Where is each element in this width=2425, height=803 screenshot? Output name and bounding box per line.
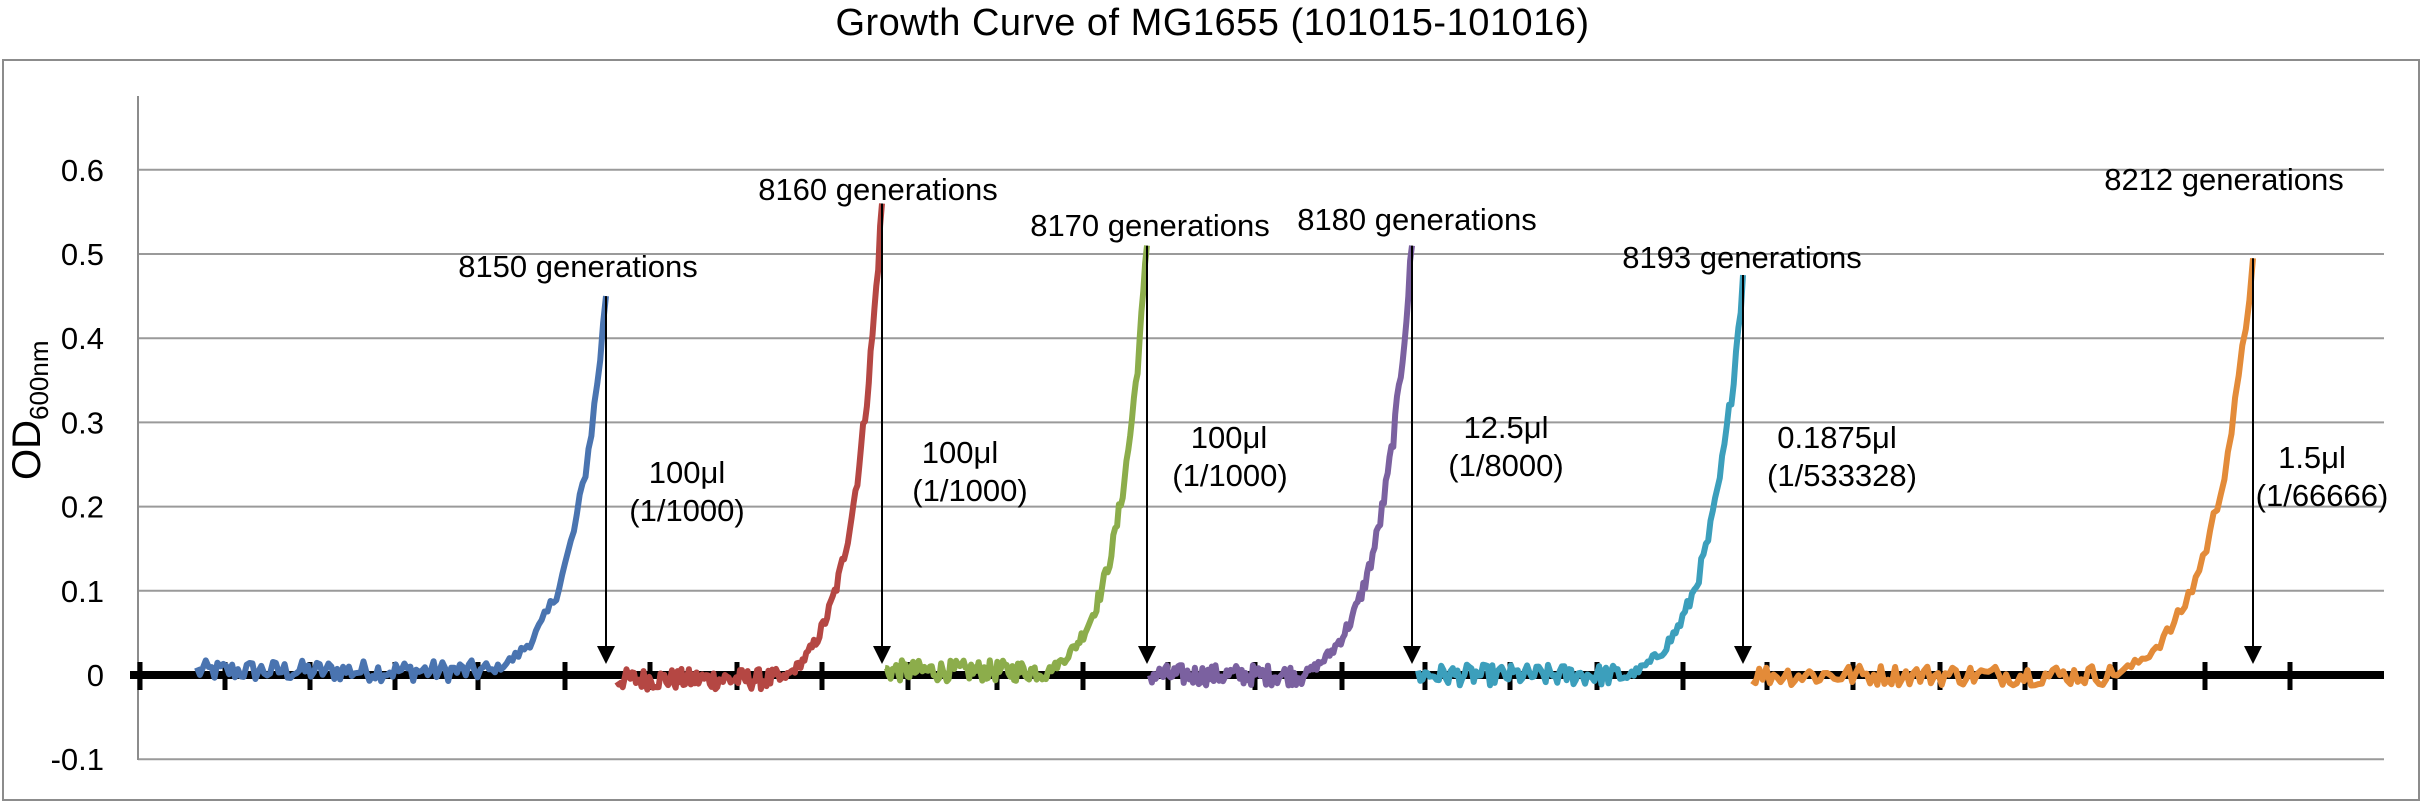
- growth-curve-series: [194, 295, 609, 685]
- plot-frame: [2, 59, 2420, 801]
- gridlines: [138, 168, 2384, 761]
- volume-label: 100μl: [922, 435, 998, 470]
- arrow-head: [2244, 646, 2262, 664]
- generation-label: 8150 generations: [458, 249, 698, 284]
- growth-curve-series: [614, 203, 885, 693]
- dilution-label: (1/1000): [1172, 458, 1287, 493]
- y-tick-label: 0.5: [61, 237, 104, 272]
- y-axis-label: OD600nm: [5, 341, 54, 481]
- chart-title: Growth Curve of MG1655 (101015-101016): [835, 2, 1590, 44]
- generation-label: 8212 generations: [2104, 162, 2344, 197]
- generation-label: 8170 generations: [1030, 208, 1270, 243]
- generation-label: 8193 generations: [1622, 240, 1862, 275]
- y-tick-label: 0.6: [61, 153, 104, 188]
- arrow-head: [597, 646, 615, 664]
- arrow-head: [1138, 646, 1156, 664]
- generation-label: 8160 generations: [758, 172, 998, 207]
- arrow-head: [873, 646, 891, 664]
- series-layer: [194, 203, 2256, 693]
- y-tick-label: 0.2: [61, 490, 104, 525]
- y-tick-label: -0.1: [51, 742, 104, 777]
- dilution-label: (1/1000): [629, 493, 744, 528]
- y-tick-label: 0: [87, 658, 104, 693]
- y-tick-label: 0.3: [61, 405, 104, 440]
- volume-label: 1.5μl: [2278, 440, 2346, 475]
- growth-curve-series: [1147, 245, 1415, 689]
- arrow-head: [1734, 646, 1752, 664]
- growth-curve-series: [883, 245, 1150, 685]
- y-axis-label-subscript: 600nm: [24, 341, 54, 421]
- generation-label: 8180 generations: [1297, 202, 1537, 237]
- volume-label: 0.1875μl: [1777, 420, 1897, 455]
- volume-label: 100μl: [1191, 420, 1267, 455]
- dilution-label: (1/8000): [1448, 448, 1563, 483]
- y-tick-labels: -0.1 0 0.1 0.2 0.3 0.4 0.5 0.6: [51, 153, 104, 777]
- volume-label: 12.5μl: [1463, 410, 1548, 445]
- dilution-label: (1/1000): [912, 473, 1027, 508]
- arrow-head: [1403, 646, 1421, 664]
- growth-curve-series: [1750, 257, 2256, 689]
- dilution-label: (1/533328): [1767, 458, 1917, 493]
- volume-label: 100μl: [649, 455, 725, 490]
- dilution-label: (1/66666): [2256, 478, 2389, 513]
- y-tick-label: 0.4: [61, 321, 104, 356]
- y-tick-label: 0.1: [61, 574, 104, 609]
- y-axis-label-main: OD: [5, 420, 49, 480]
- growth-curve-series: [1415, 274, 1746, 689]
